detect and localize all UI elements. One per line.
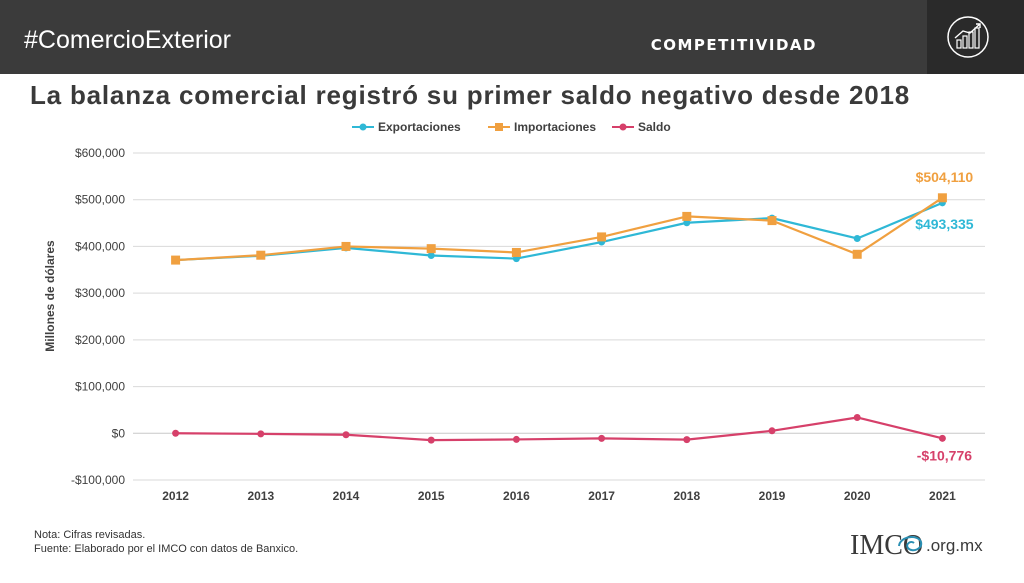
- data-point: [512, 435, 520, 443]
- line-chart: -$100,000 $0 $100,000 $200,000 $300,000 $400,…: [43, 120, 985, 503]
- data-point: [256, 250, 266, 260]
- y-axis-ticks: -$100,000 $0 $100,000 $200,000 $300,000 $400,…: [71, 146, 125, 487]
- legend-swatch-marker: [359, 123, 367, 131]
- data-point: [427, 252, 435, 260]
- legend: Exportaciones Importaciones Saldo: [352, 120, 671, 134]
- data-point: [342, 431, 350, 439]
- x-tick-label: 2013: [247, 489, 274, 503]
- x-tick-label: 2014: [333, 489, 360, 503]
- data-point: [597, 232, 607, 242]
- x-tick-label: 2019: [759, 489, 786, 503]
- x-tick-label: 2020: [844, 489, 871, 503]
- data-point: [937, 193, 947, 203]
- legend-swatch-marker: [619, 123, 627, 131]
- legend-label: Saldo: [638, 120, 671, 134]
- footer-notes: Nota: Cifras revisadas. Fuente: Elaborad…: [34, 528, 298, 556]
- x-tick-label: 2012: [162, 489, 189, 503]
- y-tick-label: $400,000: [75, 239, 125, 253]
- y-tick-label: $200,000: [75, 333, 125, 347]
- imco-brand: IMCO: [850, 530, 924, 561]
- x-axis-ticks: 2012 2013 2014 2015 2016 2017 2018 2019 2020 2021: [162, 489, 956, 503]
- data-point: [683, 436, 691, 444]
- legend-label: Exportaciones: [378, 120, 461, 134]
- header-bar: #ComercioExterior COMPETITIVIDAD: [0, 0, 927, 74]
- y-tick-label: $0: [112, 426, 126, 440]
- legend-label: Importaciones: [514, 120, 596, 134]
- data-point: [682, 211, 692, 221]
- series: [171, 193, 947, 444]
- data-point: [853, 413, 861, 421]
- data-point: [171, 255, 181, 265]
- data-point: [852, 249, 862, 259]
- series-line-saldo: [175, 416, 943, 442]
- data-point: [768, 427, 776, 435]
- x-tick-label: 2018: [673, 489, 700, 503]
- data-point: [257, 430, 265, 438]
- y-tick-label: $300,000: [75, 286, 125, 300]
- x-tick-label: 2016: [503, 489, 530, 503]
- x-tick-label: 2021: [929, 489, 956, 503]
- data-point: [426, 244, 436, 254]
- y-tick-label: $500,000: [75, 193, 125, 207]
- series-line-importaciones: [175, 196, 944, 262]
- data-point: [767, 216, 777, 226]
- y-tick-label: $600,000: [75, 146, 125, 160]
- data-point: [683, 219, 691, 227]
- chart-title: La balanza comercial registró su primer …: [30, 80, 910, 110]
- data-point: [853, 234, 861, 242]
- data-label: $504,110: [916, 169, 974, 185]
- data-point: [938, 434, 946, 442]
- hashtag-label: #ComercioExterior: [24, 26, 232, 54]
- data-point: [427, 436, 435, 444]
- x-tick-label: 2017: [588, 489, 615, 503]
- y-axis-label: Millones de dólares: [43, 240, 57, 352]
- data-point: [511, 247, 521, 257]
- y-tick-label: -$100,000: [71, 473, 125, 487]
- x-tick-label: 2015: [418, 489, 445, 503]
- data-point: [598, 434, 606, 442]
- source-text: Fuente: Elaborado por el IMCO con datos …: [34, 543, 299, 555]
- imco-swirl-icon: [898, 536, 923, 552]
- section-label: COMPETITIVIDAD: [650, 36, 817, 54]
- imco-domain: .org.mx: [926, 536, 983, 555]
- data-point: [341, 241, 351, 251]
- data-point: [172, 429, 180, 437]
- y-tick-label: $100,000: [75, 380, 125, 394]
- legend-swatch-marker: [495, 123, 503, 131]
- note-text: Nota: Cifras revisadas.: [34, 529, 146, 541]
- competitividad-chart-icon: [947, 16, 989, 58]
- data-label: -$10,776: [917, 447, 972, 463]
- data-label: $493,335: [915, 216, 974, 232]
- annotations: $504,110 $493,335 -$10,776: [915, 169, 974, 464]
